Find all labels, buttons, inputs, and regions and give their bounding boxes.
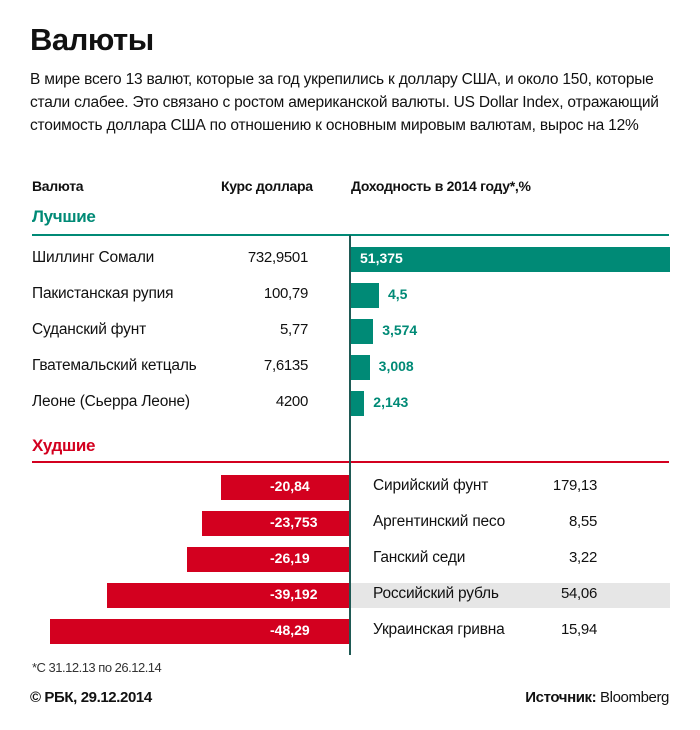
copyright: © РБК, 29.12.2014 — [30, 689, 152, 706]
bar-best — [351, 247, 671, 272]
bar-value-label: -23,753 — [270, 514, 318, 530]
bar-value-label: 3,574 — [382, 322, 418, 338]
column-header-yield: Доходность в 2014 году*,% — [351, 178, 531, 194]
currency-name: Пакистанская рупия — [32, 285, 174, 302]
best-divider — [32, 234, 669, 236]
zero-axis — [349, 235, 351, 655]
dollar-rate: 8,55 — [569, 513, 597, 530]
bar-worst — [220, 475, 350, 500]
bar-value-label: -39,192 — [270, 586, 318, 602]
bar-value-label: -48,29 — [270, 622, 310, 638]
currency-name: Российский рубль — [373, 585, 499, 602]
bar-best — [351, 283, 379, 308]
bar-worst — [106, 583, 350, 608]
dollar-rate: 100,79 — [263, 285, 308, 302]
bar-value-label: 51,375 — [360, 250, 403, 266]
bar-best — [351, 391, 365, 416]
dollar-rate: 7,6135 — [263, 357, 308, 374]
dollar-rate: 4200 — [275, 393, 308, 410]
footnote: *С 31.12.13 по 26.12.14 — [32, 660, 162, 675]
currency-name: Сирийский фунт — [373, 477, 489, 494]
currency-name: Аргентинский песо — [373, 513, 506, 530]
dollar-rate: 732,9501 — [247, 249, 308, 266]
dollar-rate: 54,06 — [560, 585, 597, 602]
currency-name: Леоне (Сьерра Леоне) — [32, 393, 190, 410]
bar-value-label: -20,84 — [270, 478, 310, 494]
currency-name: Гватемальский кетцаль — [32, 357, 197, 374]
dollar-rate: 179,13 — [552, 477, 597, 494]
bar-best — [351, 355, 370, 380]
bar-best — [351, 319, 374, 344]
bar-worst — [50, 619, 350, 644]
bar-value-label: 4,5 — [387, 286, 408, 302]
source-name: Bloomberg — [600, 689, 669, 706]
description: В мире всего 13 валют, которые за год ук… — [30, 71, 659, 134]
worst-section-label: Худшие — [32, 436, 96, 455]
currency-name: Суданский фунт — [32, 321, 146, 338]
currency-name: Шиллинг Сомали — [32, 249, 155, 266]
bar-worst — [202, 511, 350, 536]
column-header-rate: Курс доллара — [221, 178, 313, 194]
worst-divider — [32, 461, 669, 463]
bar-value-label: 2,143 — [373, 394, 409, 410]
row-highlight — [351, 583, 670, 608]
dollar-rate: 15,94 — [560, 621, 597, 638]
bar-value-label: 3,008 — [378, 358, 414, 374]
best-section-label: Лучшие — [32, 207, 96, 226]
page-title: Валюты — [30, 22, 154, 57]
dollar-rate: 3,22 — [569, 549, 597, 566]
bar-worst — [187, 547, 350, 572]
currency-name: Ганский седи — [373, 549, 466, 566]
column-header-currency: Валюта — [32, 178, 84, 194]
source: Источник: Bloomberg — [525, 689, 669, 706]
source-label: Источник: — [525, 689, 597, 706]
dollar-rate: 5,77 — [280, 321, 308, 338]
currency-name: Украинская гривна — [373, 621, 505, 638]
bar-value-label: -26,19 — [270, 550, 310, 566]
